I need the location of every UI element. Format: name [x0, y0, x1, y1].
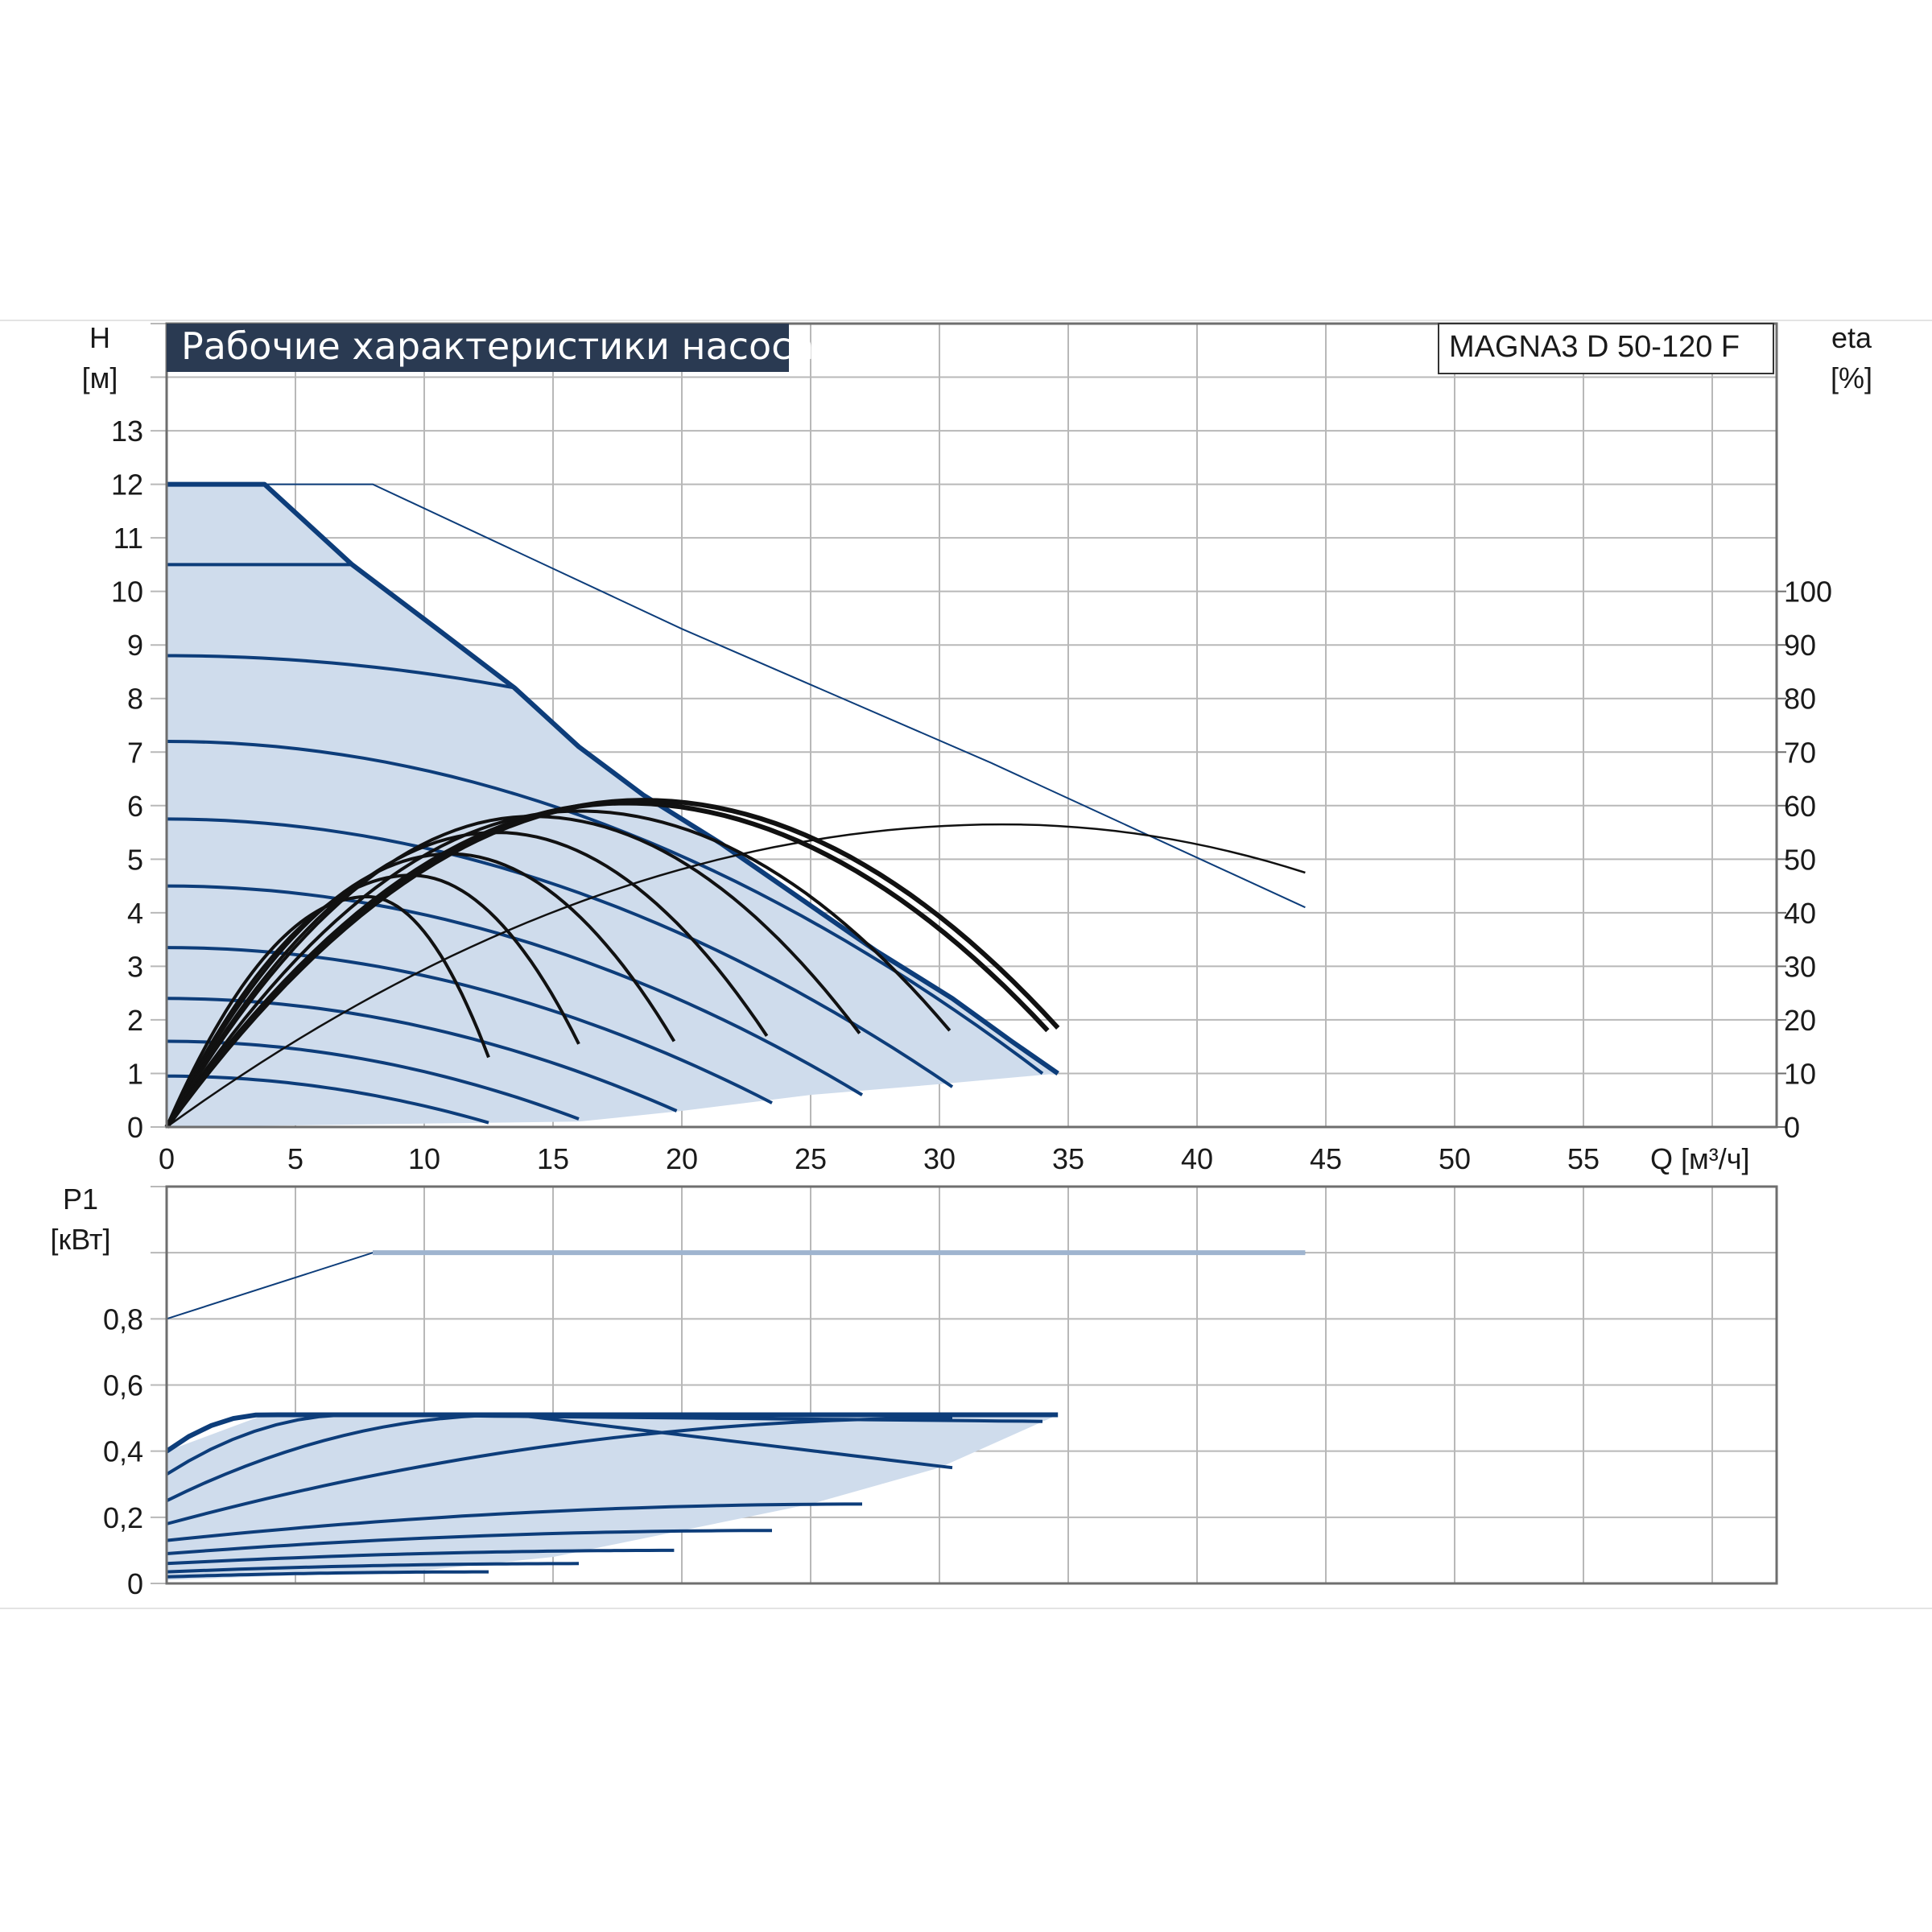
head-frame-rect — [165, 322, 1778, 1129]
eta-y-tick-label: 90 — [1784, 629, 1816, 662]
eta-y-tick-label: 70 — [1784, 736, 1816, 769]
eta-y-tick-label: 10 — [1784, 1057, 1816, 1090]
model-label-box — [1438, 323, 1774, 374]
head-y-tick-label: 5 — [127, 843, 143, 876]
flow-x-tick-label: 20 — [666, 1142, 698, 1175]
chart-title-box — [167, 324, 789, 372]
flow-x-tick-label: 10 — [408, 1142, 440, 1175]
power-y-tick-label: 0,2 — [103, 1501, 143, 1534]
eta-y-tick-label: 40 — [1784, 897, 1816, 930]
head-y-tick-label: 2 — [127, 1004, 143, 1037]
flow-x-tick-label: 0 — [159, 1142, 175, 1175]
model-label: MAGNA3 D 50-120 F — [1449, 330, 1740, 364]
extended-max-head-curve — [167, 483, 1306, 909]
efficiency-curve — [165, 815, 861, 1129]
flow-x-tick-label: 30 — [923, 1142, 956, 1175]
eta-y-tick-label: 80 — [1784, 683, 1816, 716]
eta-y-tick-label: 20 — [1784, 1004, 1816, 1037]
efficiency-axis-label: eta — [1831, 321, 1872, 354]
head-axis-unit: [м] — [82, 361, 118, 394]
head-y-tick-label: 3 — [127, 950, 143, 983]
power-y-tick-label: 0 — [127, 1567, 143, 1600]
flow-x-tick-label: 50 — [1439, 1142, 1471, 1175]
head-y-tick-label: 7 — [127, 736, 143, 769]
speed-head-curve — [167, 654, 515, 690]
head-y-tick-label: 0 — [127, 1111, 143, 1144]
flow-x-tick-label: 45 — [1310, 1142, 1342, 1175]
head-y-tick-label: 12 — [111, 469, 143, 502]
power-operating-area — [167, 1414, 1059, 1580]
power-chart-frame — [165, 1185, 1778, 1585]
eta-y-tick-label: 0 — [1784, 1111, 1800, 1144]
power-curve — [166, 1413, 953, 1503]
flow-x-tick-label: 40 — [1181, 1142, 1213, 1175]
power-curve — [166, 1529, 772, 1555]
power-y-tick-label: 0,4 — [103, 1435, 143, 1468]
head-chart-frame — [165, 322, 1778, 1129]
flow-axis-label: Q [м³/ч] — [1650, 1142, 1750, 1175]
power-y-tick-label: 0,6 — [103, 1369, 143, 1402]
power-operating-region — [167, 1414, 1059, 1580]
efficiency-curve-extended — [166, 823, 1306, 1129]
head-y-tick-label: 11 — [114, 522, 143, 555]
chart-title: Рабочие характеристики насоса — [181, 324, 815, 368]
efficiency-curve — [165, 873, 580, 1128]
power-axis-label: P1 — [63, 1183, 98, 1216]
extended-power-curve — [166, 1252, 1306, 1320]
head-y-tick-label: 6 — [127, 790, 143, 823]
head-axis-label: H — [89, 321, 110, 354]
efficiency-curve — [164, 798, 1060, 1129]
flow-x-tick-label: 15 — [537, 1142, 569, 1175]
eta-y-tick-label: 100 — [1784, 576, 1832, 609]
head-y-tick-label: 8 — [127, 683, 143, 716]
power-chart-ticks: 0 0,2 0,4 0,6 0,8 — [103, 1302, 143, 1600]
speed-head-curve — [166, 1039, 580, 1121]
speed-head-curve — [167, 1074, 489, 1125]
head-chart-ticks: 0123456789101112130102030405060708090100… — [111, 415, 1832, 1175]
head-y-tick-label: 4 — [127, 897, 143, 930]
speed-head-curve — [166, 817, 954, 1088]
power-frame-rect — [165, 1185, 1778, 1585]
flow-x-tick-label: 25 — [795, 1142, 827, 1175]
eta-y-tick-label: 60 — [1784, 790, 1816, 823]
efficiency-axis-unit: [%] — [1831, 361, 1872, 394]
max-head-curve — [167, 481, 1059, 1075]
power-curve — [166, 1502, 862, 1542]
power-curve — [166, 1562, 580, 1574]
flow-x-tick-label: 55 — [1567, 1142, 1600, 1175]
head-y-tick-label: 1 — [127, 1057, 143, 1090]
eta-y-tick-label: 50 — [1784, 843, 1816, 876]
flow-x-tick-label: 5 — [287, 1142, 303, 1175]
power-curve — [166, 1548, 675, 1566]
power-axis-unit: [кВт] — [50, 1223, 110, 1256]
head-y-tick-label: 9 — [127, 629, 143, 662]
power-curves — [165, 1250, 1306, 1579]
power-curve — [166, 1416, 953, 1525]
power-curve — [165, 1412, 1059, 1454]
power-y-tick-label: 0,8 — [103, 1302, 143, 1335]
eta-y-tick-label: 30 — [1784, 950, 1816, 983]
head-y-tick-label: 10 — [111, 576, 143, 609]
head-y-tick-label: 13 — [111, 415, 143, 448]
power-curve — [166, 1570, 489, 1579]
flow-x-tick-label: 35 — [1052, 1142, 1084, 1175]
efficiency-curves — [164, 798, 1306, 1129]
